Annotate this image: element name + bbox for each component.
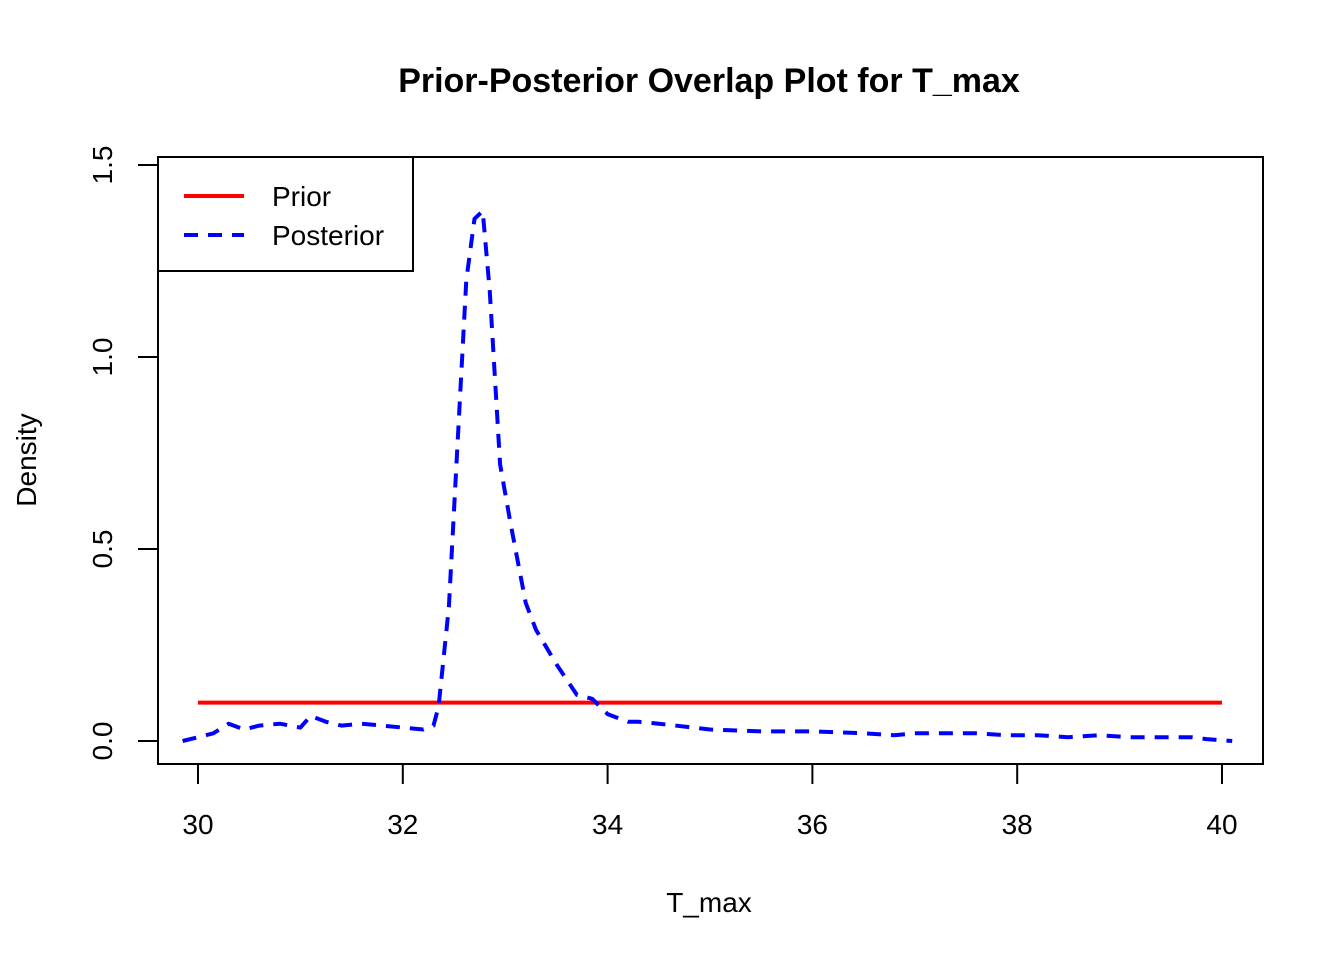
legend-box	[157, 156, 414, 272]
x-tick-label: 36	[797, 809, 828, 840]
series-layer	[182, 209, 1233, 743]
legend-posterior-label: Posterior	[272, 220, 384, 251]
x-tick-label: 32	[387, 809, 418, 840]
chart-title: Prior-Posterior Overlap Plot for T_max	[398, 62, 1020, 100]
y-axis-label: Density	[11, 413, 42, 506]
series-posterior-line	[182, 209, 1233, 743]
y-tick-label: 0.0	[87, 722, 118, 761]
x-tick-label: 40	[1206, 809, 1237, 840]
y-tick-label: 1.0	[87, 338, 118, 377]
x-tick-label: 34	[592, 809, 623, 840]
legend: Prior Posterior	[157, 156, 414, 272]
x-axis: 30 32 34 36 38 40	[182, 763, 1238, 840]
x-axis-label: T_max	[666, 887, 752, 918]
y-tick-label: 1.5	[87, 146, 118, 185]
x-tick-label: 38	[1002, 809, 1033, 840]
y-tick-label: 0.5	[87, 530, 118, 569]
x-tick-label: 30	[182, 809, 213, 840]
legend-prior-label: Prior	[272, 181, 331, 212]
